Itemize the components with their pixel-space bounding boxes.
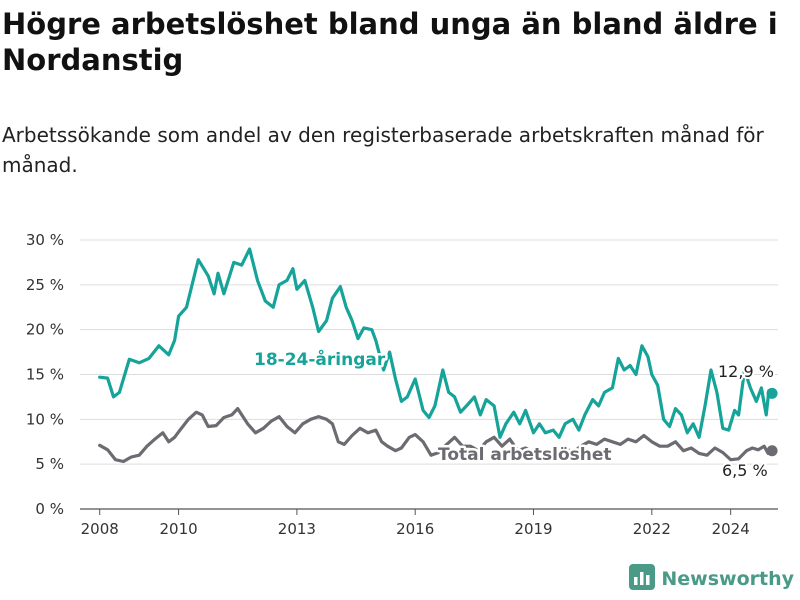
series-lines: [98, 247, 778, 464]
end-point-youth: [766, 387, 778, 399]
end-point-total: [766, 445, 778, 457]
y-tick-label: 10 %: [26, 410, 64, 428]
x-tick-label: 2013: [278, 520, 316, 538]
chart-title: Högre arbetslöshet bland unga än bland ä…: [2, 7, 778, 77]
end-value-youth: 12,9 %: [718, 362, 774, 381]
brand-name: Newsworthy: [661, 568, 794, 590]
x-tick-label: 2019: [514, 520, 552, 538]
brand-logo: Newsworthy: [629, 564, 794, 594]
y-tick-label: 15 %: [26, 366, 64, 384]
x-tick-label: 2024: [712, 520, 750, 538]
chart-subtitle: Arbetssökande som andel av den registerb…: [2, 123, 764, 177]
y-tick-label: 5 %: [35, 455, 64, 473]
series-label-total: Total arbetslöshet: [438, 445, 612, 465]
series-label-youth: 18-24-åringar: [254, 348, 386, 370]
y-tick-label: 20 %: [26, 321, 64, 339]
series-line-youth: [98, 247, 774, 439]
x-tick-label: 2022: [633, 520, 671, 538]
grid-lines: [80, 239, 778, 510]
x-tick-label: 2016: [396, 520, 434, 538]
bar-chart-logo-icon: [629, 564, 656, 594]
y-tick-label: 30 %: [26, 231, 64, 249]
axes: 0 % 5 % 10 % 15 % 20 % 25 % 30 % 2008 2010 2013 20…: [26, 231, 750, 538]
x-tick-label: 2010: [159, 520, 197, 538]
y-tick-label: 0 %: [35, 500, 64, 518]
series-labels: 18-24-åringar Total arbetslöshet 12,9 % …: [252, 346, 776, 483]
y-tick-label: 25 %: [26, 276, 64, 294]
series-line-total: [98, 407, 774, 464]
end-value-total: 6,5 %: [722, 461, 768, 480]
x-tick-label: 2008: [81, 520, 119, 538]
